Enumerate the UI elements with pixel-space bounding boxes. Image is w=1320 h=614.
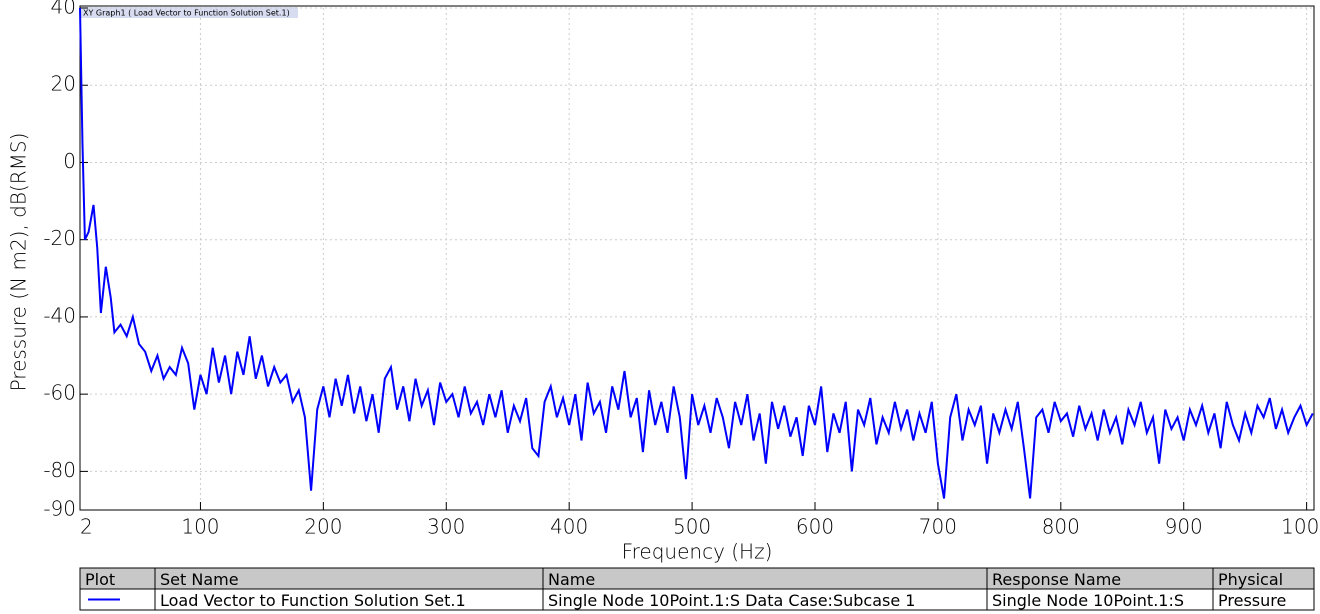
y-tick-label: 40 (51, 0, 76, 19)
y-tick-label: 0 (63, 149, 76, 173)
title-box (80, 7, 298, 18)
table-cell: Single Node 10Point.1:S Data Case:Subcas… (548, 591, 915, 610)
table-row-bg (79, 588, 1315, 611)
table-header: Response Name (992, 570, 1121, 589)
x-tick-label: 300 (427, 515, 465, 539)
x-tick-label: 900 (1165, 515, 1203, 539)
table-header: Physical (1218, 570, 1283, 589)
y-tick-label: -90 (43, 497, 76, 521)
y-axis-label: Pressure (N m2), dB(RMS) (7, 133, 31, 392)
x-tick-label: 400 (550, 515, 588, 539)
y-tick-label: -40 (43, 303, 76, 327)
y-tick-label: 20 (51, 72, 76, 96)
plot-frame (79, 5, 1315, 511)
x-tick-label: 200 (304, 515, 342, 539)
x-tick-label: 500 (673, 515, 711, 539)
legend-table: Plot Set Name Name Response Name Physical Loa… (79, 567, 1315, 611)
x-tick-label: 700 (919, 515, 957, 539)
x-tick-label: 100 (181, 515, 219, 539)
chart-title: XY Graph1 ( Load Vector to Function Solu… (83, 9, 290, 18)
table-header-bg (79, 567, 1315, 590)
x-tick-label: 600 (796, 515, 834, 539)
table-header: Name (548, 570, 595, 589)
table-cell: Load Vector to Function Solution Set.1 (160, 591, 466, 610)
table-header: Set Name (160, 570, 239, 589)
x-tick-label: 800 (1042, 515, 1080, 539)
data-line (79, 7, 1314, 499)
x-tick-label: 1000 (1281, 515, 1320, 539)
table-cell: Single Node 10Point.1:S (992, 591, 1184, 610)
x-tick-label: 2 (80, 515, 93, 539)
y-tick-label: -60 (43, 381, 76, 405)
table-header: Plot (85, 570, 115, 589)
y-tick-label: -20 (43, 226, 76, 250)
x-axis-label: Frequency (Hz) (622, 540, 773, 564)
table-cell: Pressure (1218, 591, 1286, 610)
y-tick-label: -80 (43, 458, 76, 482)
